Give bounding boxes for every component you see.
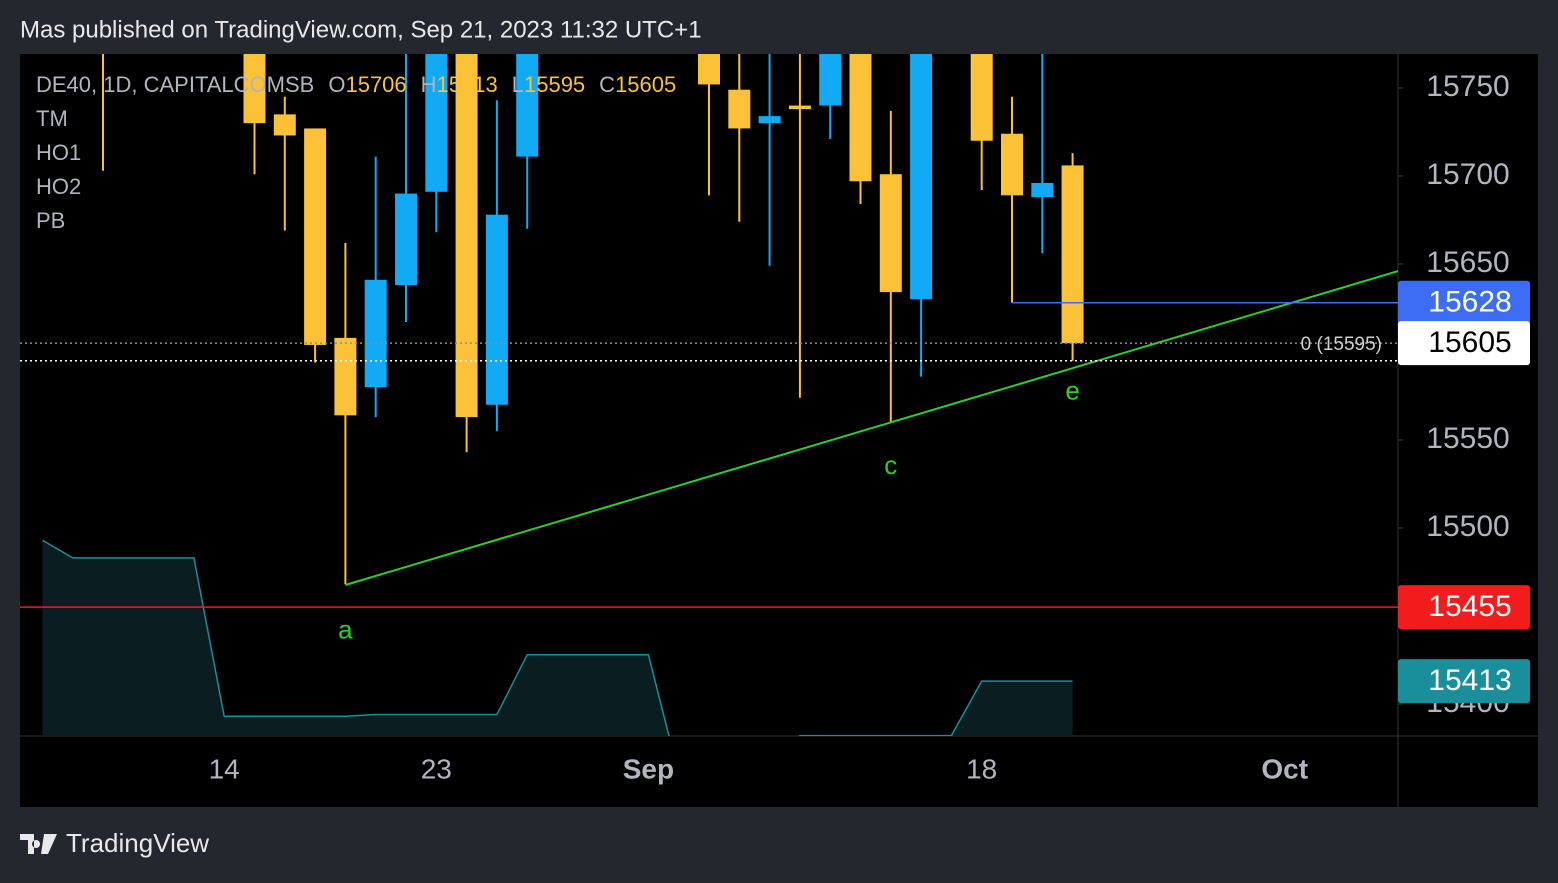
candle-body [910, 54, 933, 300]
indicator-name: TM [36, 106, 68, 131]
indicator-area [42, 540, 1073, 736]
price-badge [1398, 280, 1530, 325]
wave-label: c [884, 450, 897, 480]
trendline [345, 270, 1398, 586]
candle-body [364, 279, 387, 388]
wave-label: a [338, 615, 353, 645]
legend-item: L [512, 72, 524, 97]
candle-body [273, 114, 296, 136]
plot [42, 54, 1398, 736]
x-tick-label: 14 [209, 753, 240, 784]
y-tick-label: 15650 [1426, 246, 1509, 279]
y-tick-label: 15500 [1426, 510, 1509, 543]
price-badge-label: 15628 [1428, 286, 1511, 319]
price-badge [1398, 659, 1530, 704]
y-tick-label: 15750 [1426, 70, 1509, 103]
candle-body [334, 337, 357, 416]
price-badge-label: 15413 [1428, 664, 1511, 697]
price-badge [1398, 321, 1530, 366]
candle-body [1001, 133, 1023, 196]
indicator-name: HO2 [36, 174, 81, 199]
candle-body [455, 54, 478, 418]
legend-item: H [421, 72, 437, 97]
candle-body [698, 54, 720, 85]
candle-body [485, 214, 508, 405]
legend-item: 15713 [437, 72, 498, 97]
candle-body [879, 174, 902, 293]
y-tick-label: 15550 [1426, 422, 1509, 455]
candle-body [243, 54, 266, 124]
candle-body [395, 193, 417, 286]
candle-body [788, 105, 811, 110]
legend-item: 15706 [345, 72, 406, 97]
candle-body [819, 54, 842, 106]
candle-body [728, 89, 751, 129]
legend-item: O [328, 72, 345, 97]
legend-item: DE40, 1D, CAPITALCOMSB [36, 72, 314, 97]
candle-body [849, 54, 872, 182]
logo [20, 834, 57, 854]
legend-item: 15595 [524, 72, 585, 97]
candle-body [1061, 165, 1084, 344]
legend-item: C [599, 72, 615, 97]
x-tick-label: Oct [1261, 753, 1308, 784]
price-badge [1398, 585, 1530, 630]
level-label: 0 (15595) [1301, 334, 1382, 355]
y-tick-label: 15700 [1426, 158, 1509, 191]
candle-body [1031, 183, 1054, 198]
price-badge-label: 15605 [1428, 326, 1511, 359]
x-tick-label: 23 [421, 753, 452, 784]
indicator-line [42, 539, 1073, 736]
candle-body [425, 54, 448, 192]
x-tick-label: 18 [966, 753, 997, 784]
header: Mas published on TradingView.com, Sep 21… [20, 16, 702, 43]
price-badge-label: 15455 [1428, 590, 1511, 623]
legend-item: 15605 [615, 72, 676, 97]
candle-body [304, 128, 327, 345]
footer: TradingView [66, 828, 209, 858]
wave-label: e [1065, 375, 1079, 405]
candle-body [516, 54, 539, 157]
x-tick-label: Sep [623, 753, 674, 784]
candle-body [970, 54, 993, 141]
legend: DE40, 1D, CAPITALCOMSB O15706 H15713 L15595… [36, 72, 676, 97]
candle-body [758, 116, 781, 124]
indicator-name: PB [36, 208, 65, 233]
chart-panel [20, 54, 1538, 807]
indicator-name: HO1 [36, 140, 81, 165]
